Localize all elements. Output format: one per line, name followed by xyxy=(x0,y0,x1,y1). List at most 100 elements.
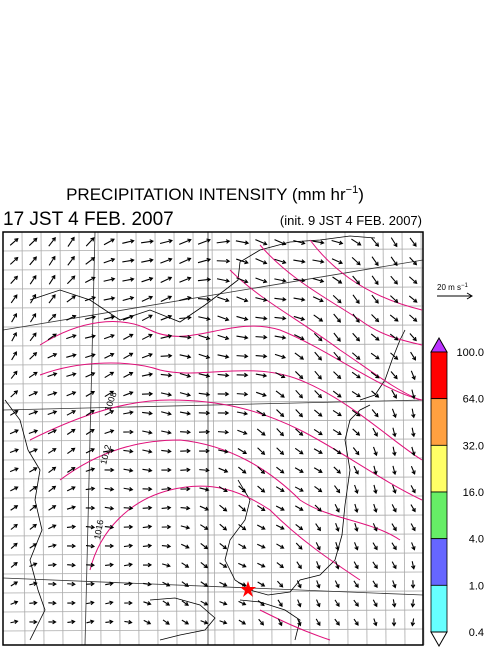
wind-arrow xyxy=(181,600,189,606)
wind-arrow xyxy=(372,580,378,589)
wind-arrow xyxy=(219,542,228,550)
wind-arrow xyxy=(179,411,192,416)
wind-arrow xyxy=(334,599,340,608)
wind-arrow xyxy=(122,314,134,321)
wind-arrow xyxy=(219,581,228,587)
wind-arrow xyxy=(48,236,56,247)
grid-line xyxy=(268,231,273,646)
wind-arrow xyxy=(391,599,397,608)
wind-arrow xyxy=(257,600,265,607)
wind-arrow xyxy=(29,600,38,606)
wind-arrow xyxy=(371,237,380,247)
wind-arrow xyxy=(334,485,341,494)
wind-arrow xyxy=(391,408,397,419)
wind-arrow xyxy=(198,296,212,302)
wind-arrow xyxy=(372,446,378,457)
wind-arrow xyxy=(410,485,416,494)
wind-arrow xyxy=(390,275,398,285)
wind-arrow xyxy=(276,562,284,569)
wind-arrow xyxy=(332,276,343,284)
wind-arrow xyxy=(333,371,342,380)
wind-arrow xyxy=(258,618,265,626)
wind-arrow xyxy=(238,543,247,549)
wind-arrow xyxy=(84,296,97,302)
wind-arrow xyxy=(219,620,228,625)
wind-arrow xyxy=(141,391,154,397)
colorbar-segment xyxy=(430,584,448,633)
grid-line xyxy=(2,533,424,537)
wind-arrow xyxy=(236,258,249,265)
wind-arrow xyxy=(28,371,38,379)
grid-line xyxy=(173,231,178,646)
location-star xyxy=(240,581,256,597)
wind-arrow xyxy=(372,523,378,532)
wind-arrow xyxy=(332,294,342,304)
wind-arrow xyxy=(408,276,418,284)
wind-arrow xyxy=(255,316,268,321)
wind-arrow xyxy=(352,428,361,436)
wind-arrow xyxy=(390,256,398,267)
wind-arrow xyxy=(29,256,37,266)
wind-arrow xyxy=(354,522,359,532)
wind-arrow xyxy=(84,276,96,283)
grid-line xyxy=(325,231,330,646)
wind-arrow xyxy=(216,278,231,283)
wind-arrow xyxy=(276,447,285,455)
title-close: ) xyxy=(358,185,364,204)
wind-arrow xyxy=(160,295,173,302)
wind-arrow xyxy=(332,390,342,398)
wind-arrow xyxy=(315,618,321,627)
wind-arrow xyxy=(9,256,19,265)
wind-arrow xyxy=(141,258,154,263)
wind-arrow xyxy=(333,466,341,474)
wind-arrow xyxy=(10,486,19,492)
wind-arrow xyxy=(180,486,191,492)
wind-arrow xyxy=(216,258,231,264)
colorbar-label: 16.0 xyxy=(463,487,484,499)
wind-arrow xyxy=(218,486,228,493)
wind-arrow xyxy=(409,237,417,247)
wind-arrow xyxy=(29,352,38,360)
wind-arrow xyxy=(198,410,211,416)
wind-arrow xyxy=(410,504,416,513)
wind-arrow xyxy=(353,618,359,626)
wind-arrow xyxy=(104,524,115,530)
wind-arrow xyxy=(160,334,173,339)
wind-arrow xyxy=(180,429,191,435)
wind-arrow xyxy=(142,430,153,435)
wind-arrow xyxy=(276,466,285,474)
wind-arrow xyxy=(409,333,417,342)
wind-arrow xyxy=(161,448,172,454)
wind-arrow xyxy=(159,238,173,245)
wind-arrow xyxy=(48,448,57,454)
wind-arrow xyxy=(353,561,359,570)
grid-line xyxy=(249,231,254,646)
wind-arrow xyxy=(392,427,397,438)
wind-arrow xyxy=(141,333,153,340)
wind-arrow xyxy=(373,503,378,513)
grid-line xyxy=(2,267,424,271)
wind-arrow xyxy=(295,371,304,380)
grid-line xyxy=(2,609,424,613)
grid-line xyxy=(21,231,26,646)
wind-arrow xyxy=(217,410,230,416)
grid-line xyxy=(2,514,424,518)
wind-arrow xyxy=(66,505,77,510)
grid-line xyxy=(2,381,424,385)
wind-arrow xyxy=(238,466,247,474)
wind-arrow xyxy=(295,389,304,399)
wind-arrow xyxy=(66,391,77,397)
wind-arrow xyxy=(274,278,287,283)
wind-arrow xyxy=(217,354,230,359)
wind-arrow xyxy=(354,542,359,551)
wind-arrow xyxy=(30,293,37,304)
wind-arrow xyxy=(293,259,306,264)
wind-arrow xyxy=(86,581,95,587)
wind-arrow xyxy=(256,410,267,417)
grid-line xyxy=(2,552,424,556)
wind-arrow xyxy=(409,314,418,322)
wind-arrow xyxy=(104,467,115,473)
colorbar-label: 100.0 xyxy=(456,347,484,359)
wind-arrow xyxy=(410,370,416,381)
wind-arrow xyxy=(217,391,230,397)
